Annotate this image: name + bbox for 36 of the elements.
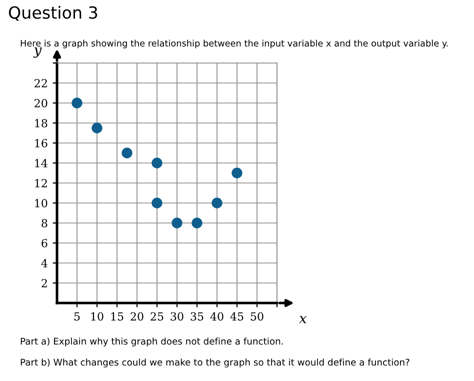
- point: [232, 168, 242, 178]
- x-tick-label: 45: [230, 312, 244, 321]
- x-tick-label: 15: [111, 312, 124, 321]
- point: [152, 198, 162, 208]
- y-tick-label: 14: [35, 158, 48, 168]
- text: Part a) Explain why this graph does not define a function.: [20, 338, 283, 346]
- x-tick-label: 35: [190, 312, 204, 321]
- x-tick-label: 50: [250, 312, 264, 321]
- point: [72, 98, 82, 108]
- x-tick-label: 40: [210, 312, 224, 321]
- y-tick-label: 22: [34, 78, 47, 88]
- x-tick-label: 30: [170, 312, 184, 321]
- y-tick-label: 2: [42, 278, 47, 288]
- x-tick-label: 5: [74, 312, 80, 321]
- y-tick-label: 12: [35, 178, 47, 188]
- y-tick-label: 20: [34, 98, 48, 108]
- text: Part b) What changes could we make to the graph so that it would define a function?: [20, 358, 410, 368]
- y-tick-label: 18: [35, 118, 48, 128]
- y-tick-label: 16: [35, 138, 48, 148]
- x-tick-label: 10: [91, 312, 104, 321]
- chart-subtitle: Here is a graph showing the relationship between the input variable x and the output variable y.: [20, 40, 448, 48]
- y-tick-label: 8: [42, 218, 48, 228]
- point: [172, 218, 182, 228]
- y-tick-label: 4: [41, 258, 48, 268]
- x-tick-label: 25: [150, 312, 164, 321]
- x-tick-label: 20: [130, 312, 144, 321]
- x-axis-title: x: [299, 316, 307, 324]
- y-tick-label: 10: [35, 198, 48, 208]
- point: [212, 198, 222, 208]
- y-axis-title: y: [33, 47, 42, 58]
- point: [152, 158, 162, 168]
- point: [192, 218, 202, 228]
- chart-title: Question 3: [8, 6, 98, 21]
- point: [122, 148, 132, 158]
- point: [92, 122, 102, 134]
- y-tick-label: 6: [42, 238, 48, 248]
